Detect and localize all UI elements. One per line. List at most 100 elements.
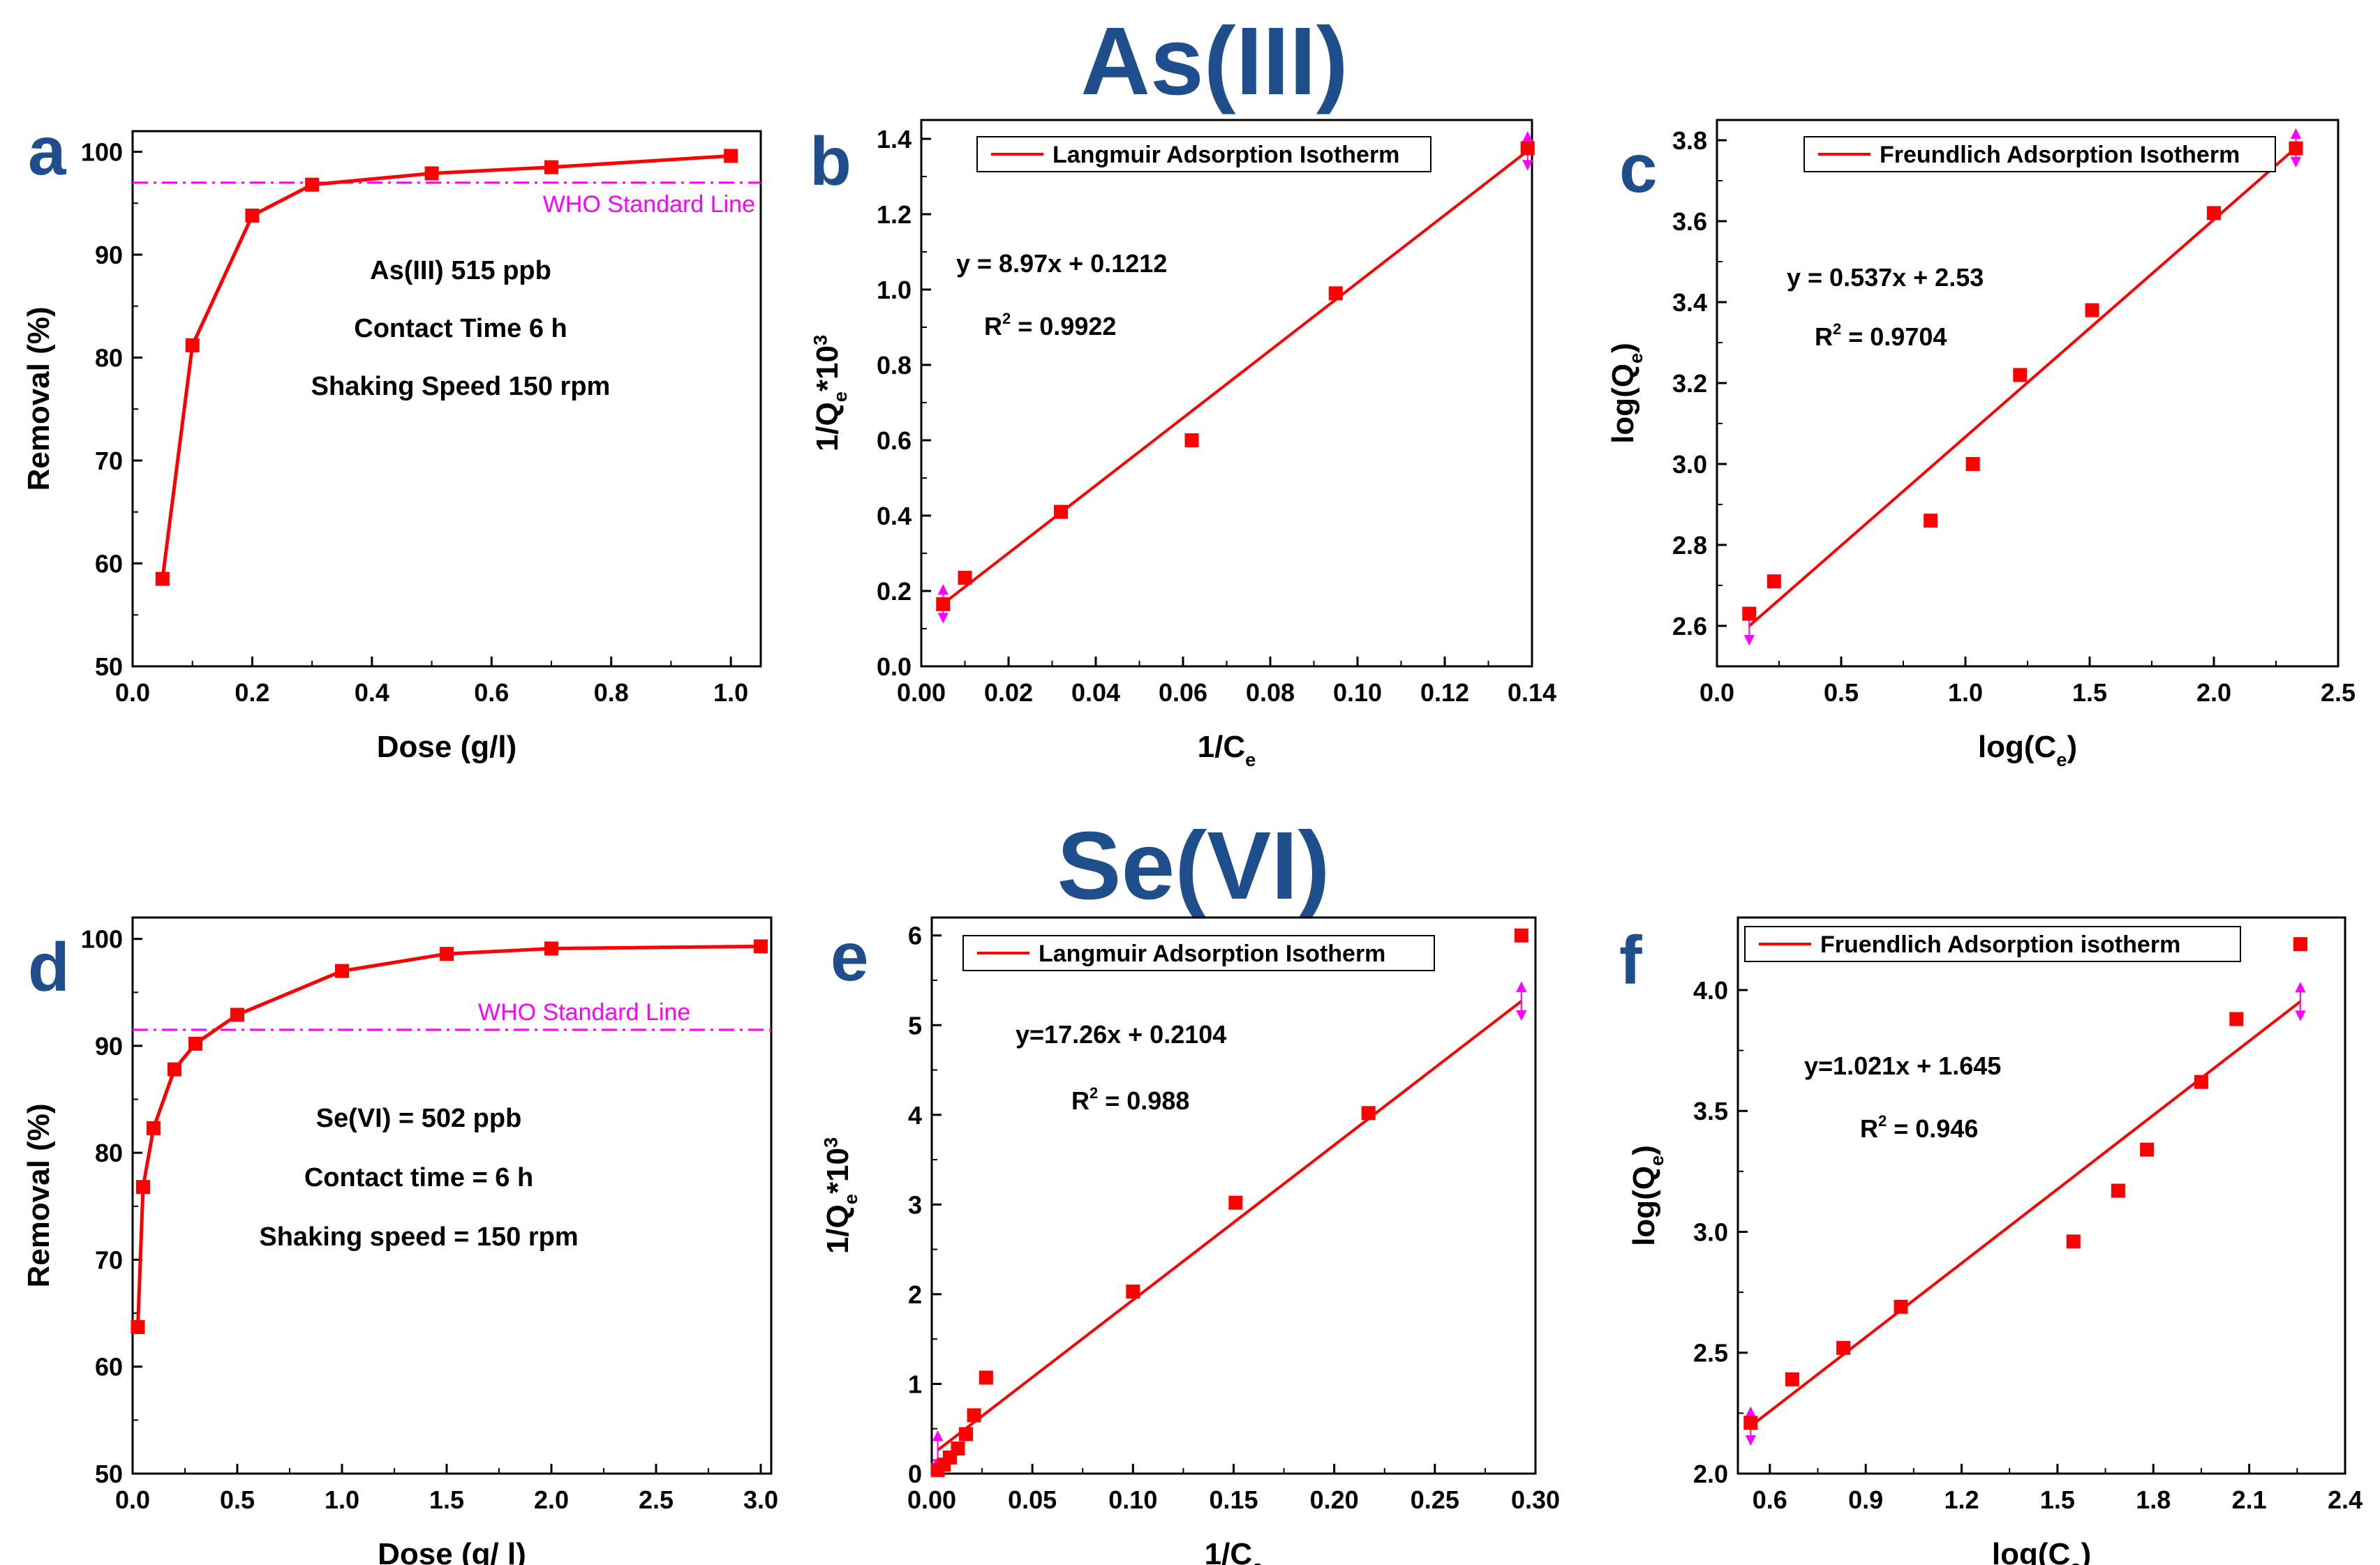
x-tick-label: 0.14 — [1508, 678, 1556, 707]
x-tick-label: 0.6 — [1753, 1485, 1787, 1514]
who-standard-label: WHO Standard Line — [478, 999, 690, 1026]
y-tick-label: 2 — [908, 1280, 922, 1309]
data-point — [440, 947, 454, 961]
x-tick-label: 0.10 — [1108, 1485, 1157, 1514]
r-squared: R2 = 0.9922 — [984, 310, 1116, 340]
data-point — [185, 338, 200, 352]
y-tick-label: 1.2 — [877, 200, 912, 229]
data-point — [155, 571, 170, 586]
y-axis-label: 1/Qe*103 — [810, 335, 851, 451]
data-point — [936, 597, 951, 611]
data-point — [1836, 1340, 1851, 1355]
legend-label: Freundlich Adsorption Isotherm — [1880, 142, 2240, 168]
y-tick-label: 100 — [81, 138, 123, 167]
data-point — [335, 964, 349, 978]
range-marker — [1516, 981, 1527, 1021]
data-point — [1054, 504, 1068, 519]
x-tick-label: 0.00 — [907, 1485, 956, 1514]
data-point — [2293, 937, 2307, 952]
y-tick-label: 0.2 — [877, 577, 912, 606]
data-point — [1184, 433, 1199, 447]
plot-frame — [131, 916, 773, 1475]
x-tick-label: 0.5 — [220, 1485, 255, 1514]
y-tick-label: 2.6 — [1672, 612, 1707, 641]
x-tick-label: 0.12 — [1420, 678, 1469, 707]
x-axis-label: 1/Ce — [1205, 1537, 1263, 1565]
panel-letter-d: d — [28, 929, 70, 1005]
fit-equation: y = 8.97x + 0.1212 — [956, 249, 1167, 278]
panel-letter-a: a — [28, 112, 67, 189]
data-point — [1785, 1372, 1799, 1386]
y-tick-label: 70 — [95, 1245, 123, 1274]
x-tick-label: 1.5 — [2072, 678, 2107, 707]
legend-box — [1744, 926, 2241, 962]
y-axis-label: Removal (%) — [22, 1103, 56, 1287]
x-tick-label: 1.0 — [713, 678, 748, 707]
data-point — [2140, 1142, 2155, 1157]
data-point — [544, 160, 558, 174]
data-point — [754, 939, 768, 954]
x-tick-label: 0.0 — [115, 678, 150, 707]
x-tick-label: 0.25 — [1411, 1485, 1459, 1514]
y-tick-label: 60 — [95, 1353, 123, 1381]
data-point — [245, 208, 260, 223]
y-tick-label: 1.4 — [877, 125, 912, 153]
y-tick-label: 80 — [95, 1139, 123, 1167]
x-axis-label: log(Ce) — [1978, 730, 2077, 770]
x-tick-label: 0.6 — [474, 678, 509, 707]
x-axis-label: 1/Ce — [1198, 730, 1256, 770]
y-tick-label: 3.0 — [1693, 1218, 1728, 1246]
condition-annotation: Shaking speed = 150 rpm — [259, 1222, 578, 1252]
who-standard-label: WHO Standard Line — [543, 191, 755, 218]
plot-frame — [1736, 916, 2346, 1475]
y-tick-label: 6 — [908, 922, 922, 950]
x-tick-label: 1.2 — [1944, 1485, 1979, 1514]
data-point — [1924, 514, 1938, 528]
condition-annotation: Contact Time 6 h — [354, 314, 567, 343]
y-tick-label: 0 — [908, 1460, 922, 1488]
panel-letter-e: e — [831, 918, 869, 995]
data-point — [1742, 606, 1757, 621]
x-tick-label: 0.0 — [1700, 678, 1734, 707]
data-point — [168, 1062, 181, 1077]
data-point — [1767, 574, 1781, 589]
x-tick-label: 2.5 — [2321, 678, 2356, 707]
series-line — [136, 944, 761, 1328]
data-point — [967, 1408, 981, 1423]
x-tick-label: 0.04 — [1071, 678, 1120, 707]
panel-letter-c: c — [1619, 130, 1658, 207]
x-tick-label: 2.0 — [2196, 678, 2231, 707]
data-point — [1514, 928, 1529, 943]
data-point — [2111, 1183, 2125, 1198]
data-point — [147, 1121, 161, 1135]
data-point — [2194, 1074, 2208, 1089]
y-tick-label: 0.4 — [877, 502, 912, 530]
x-tick-label: 0.05 — [1008, 1485, 1057, 1514]
legend-label: Langmuir Adsorption Isotherm — [1053, 142, 1399, 168]
y-tick-label: 100 — [81, 925, 123, 954]
y-tick-label: 50 — [95, 652, 123, 681]
legend-label: Fruendlich Adsorption isotherm — [1820, 931, 2180, 958]
y-axis-label: Removal (%) — [22, 306, 56, 491]
y-tick-label: 90 — [95, 1032, 123, 1061]
data-point — [958, 571, 972, 585]
x-tick-label: 1.5 — [2040, 1485, 2075, 1514]
chart-b: b 0.00 0.02 0.04 0.06 0.08 0.10 0.12 0.14 0.0 0.2 0… — [810, 119, 1556, 770]
panel-letter-b: b — [810, 123, 851, 200]
y-tick-label: 1 — [908, 1370, 922, 1398]
fit-line — [1750, 1000, 2302, 1428]
y-tick-label: 50 — [95, 1460, 123, 1488]
data-point — [724, 149, 738, 163]
y-axis-label: 1/Qe*103 — [820, 1137, 862, 1254]
data-point — [1520, 141, 1535, 156]
data-point — [959, 1427, 974, 1442]
x-tick-label: 1.8 — [2136, 1485, 2171, 1514]
data-point — [2207, 206, 2221, 220]
data-point — [2013, 368, 2028, 382]
fit-line — [1748, 147, 2297, 627]
r-squared: R2 = 0.946 — [1860, 1112, 1978, 1143]
data-point — [2229, 1012, 2244, 1026]
y-tick-label: 3.6 — [1672, 207, 1707, 236]
data-point — [2289, 141, 2303, 156]
